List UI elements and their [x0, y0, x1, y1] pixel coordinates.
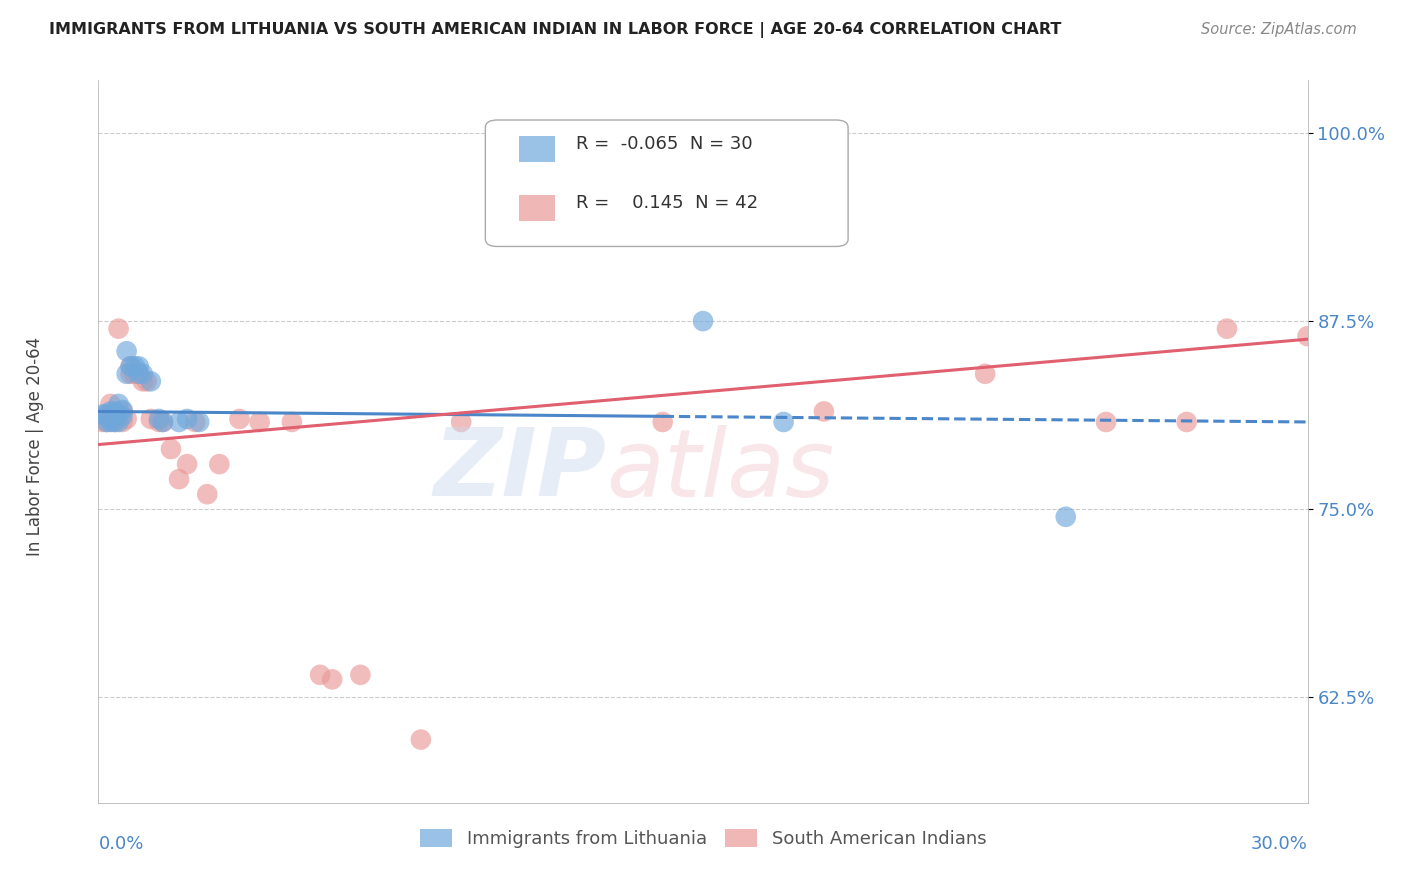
Point [100, 404, 122, 418]
Point [139, 375, 162, 389]
Point [249, 415, 271, 429]
Point [208, 457, 231, 471]
Point [132, 375, 155, 389]
Point [1175, 415, 1198, 429]
Point [124, 359, 146, 374]
Point [450, 415, 472, 429]
Point [96, 408, 118, 422]
Point [103, 415, 125, 429]
Point [148, 415, 170, 429]
Point [100, 408, 122, 422]
Point [128, 367, 150, 381]
Point [111, 415, 134, 429]
Point [107, 321, 129, 335]
Point [96, 415, 118, 429]
Point [111, 409, 134, 423]
Point [309, 668, 332, 682]
Legend: Immigrants from Lithuania, South American Indians: Immigrants from Lithuania, South America… [412, 822, 994, 855]
Point [91, 415, 114, 429]
Point [176, 412, 198, 426]
Text: IMMIGRANTS FROM LITHUANIA VS SOUTH AMERICAN INDIAN IN LABOR FORCE | AGE 20-64 CO: IMMIGRANTS FROM LITHUANIA VS SOUTH AMERI… [49, 22, 1062, 38]
Text: Source: ZipAtlas.com: Source: ZipAtlas.com [1201, 22, 1357, 37]
Point [103, 404, 125, 418]
Point [100, 397, 122, 411]
Point [152, 415, 174, 429]
Point [103, 415, 125, 429]
Point [281, 415, 304, 429]
Point [139, 412, 162, 426]
Point [128, 367, 150, 381]
Point [772, 415, 794, 429]
Point [228, 412, 250, 426]
Point [321, 673, 343, 687]
Text: 30.0%: 30.0% [1251, 835, 1308, 854]
Point [115, 367, 138, 381]
Point [103, 408, 125, 422]
Point [91, 408, 114, 422]
Point [111, 403, 134, 417]
Point [167, 472, 190, 486]
Point [111, 404, 134, 418]
Text: 0.0%: 0.0% [98, 835, 143, 854]
Point [195, 487, 218, 501]
Point [651, 415, 673, 429]
Point [107, 408, 129, 422]
Point [409, 732, 432, 747]
Point [100, 412, 122, 426]
Point [1054, 509, 1077, 524]
Point [1095, 415, 1118, 429]
Point [120, 367, 142, 381]
Point [184, 415, 207, 429]
Bar [519, 136, 555, 162]
Point [124, 367, 146, 381]
Text: In Labor Force | Age 20-64: In Labor Force | Age 20-64 [27, 336, 44, 556]
Bar [519, 195, 555, 221]
Point [1296, 329, 1319, 343]
Point [349, 668, 371, 682]
Point [115, 412, 138, 426]
Point [160, 442, 183, 456]
Point [96, 415, 118, 429]
Point [120, 359, 142, 374]
Point [100, 415, 122, 429]
Point [107, 397, 129, 411]
Point [128, 359, 150, 374]
Point [135, 375, 157, 389]
Text: atlas: atlas [606, 425, 835, 516]
Point [115, 344, 138, 359]
FancyBboxPatch shape [485, 120, 848, 246]
Point [813, 404, 835, 418]
Point [107, 408, 129, 422]
Point [1216, 321, 1239, 335]
Point [120, 359, 142, 374]
Point [167, 415, 190, 429]
Point [692, 314, 714, 328]
Point [152, 415, 174, 429]
Text: R =  -0.065  N = 30: R = -0.065 N = 30 [576, 135, 752, 153]
Point [103, 409, 125, 423]
Point [974, 367, 997, 381]
Point [188, 415, 211, 429]
Text: ZIP: ZIP [433, 425, 606, 516]
Point [107, 415, 129, 429]
Point [148, 412, 170, 426]
Point [132, 367, 155, 381]
Point [96, 408, 118, 422]
Point [176, 457, 198, 471]
Text: R =    0.145  N = 42: R = 0.145 N = 42 [576, 194, 758, 212]
